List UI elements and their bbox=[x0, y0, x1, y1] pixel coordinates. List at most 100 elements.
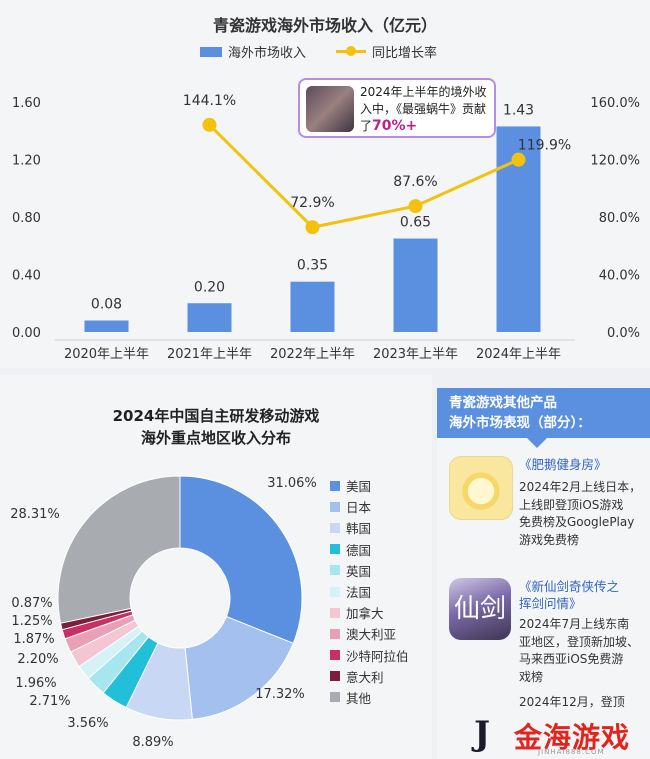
pie-legend-swatch bbox=[330, 544, 340, 555]
y-left-tick: 0.40 bbox=[12, 269, 41, 284]
watermark-sub: JINHAI888.COM bbox=[538, 748, 605, 756]
callout-highlight: 70%+ bbox=[372, 118, 418, 134]
pie-slice-label: 1.25% bbox=[11, 614, 52, 629]
bar bbox=[187, 303, 232, 332]
callout-box: 2024年上半年的境外收入中，《最强蜗牛》贡献了70%+ bbox=[298, 78, 496, 138]
pie-legend-item: 美国 bbox=[330, 475, 409, 496]
product2-desc-line: 戏榜 bbox=[519, 669, 544, 684]
pie-legend-swatch bbox=[330, 628, 340, 639]
side-header-line2: 海外市场表现（部分）： bbox=[449, 415, 591, 431]
pie-legend-label: 德国 bbox=[346, 542, 372, 558]
pie-legend-swatch bbox=[330, 501, 340, 512]
snail-game-icon bbox=[306, 86, 354, 132]
product2-title: 《新仙剑奇侠传之 挥剑问情》 bbox=[519, 578, 619, 612]
bar-value-label: 1.43 bbox=[503, 102, 534, 118]
product2-desc: 2024年7月上线东南 亚地区，登顶新加坡、 马来西亚iOS免费游 戏榜 bbox=[519, 616, 639, 686]
callout-body: 2024年上半年的境外收入中，《最强蜗牛》贡献了 bbox=[360, 85, 487, 133]
product2-desc-line: 2024年7月上线东南 bbox=[519, 617, 630, 631]
goose-app-icon bbox=[449, 456, 513, 520]
pie-slice-label: 3.56% bbox=[67, 716, 108, 731]
pie-legend-swatch bbox=[330, 607, 340, 618]
product1-desc-line: 2024年2月上线日本， bbox=[519, 480, 642, 494]
callout-text: 2024年上半年的境外收入中，《最强蜗牛》贡献了70%+ bbox=[360, 84, 494, 135]
x-tick-label: 2024年上半年 bbox=[476, 347, 561, 362]
bar-value-label: 0.20 bbox=[194, 279, 225, 295]
pie-legend-item: 澳大利亚 bbox=[330, 623, 409, 644]
xianjian-icon-text: 仙剑 bbox=[453, 594, 506, 624]
pie-legend-swatch bbox=[330, 565, 340, 576]
x-tick-label: 2023年上半年 bbox=[373, 347, 458, 362]
growth-label: 87.6% bbox=[393, 174, 437, 190]
watermark: J 金海游戏 JINHAI888.COM bbox=[468, 712, 650, 759]
pie-slice bbox=[179, 475, 303, 644]
legend-bar-swatch bbox=[200, 46, 222, 57]
product2-title-line: 挥剑问情》 bbox=[519, 596, 582, 611]
growth-point bbox=[408, 199, 423, 214]
pie-legend-item: 加拿大 bbox=[330, 602, 409, 623]
y-left-tick: 1.60 bbox=[12, 96, 41, 111]
y-left-tick: 1.20 bbox=[12, 154, 41, 169]
pie-legend-item: 韩国 bbox=[330, 517, 409, 538]
product2-desc-line: 亚地区，登顶新加坡、 bbox=[519, 634, 640, 649]
pie-legend-item: 沙特阿拉伯 bbox=[330, 645, 409, 666]
pie-legend-label: 英国 bbox=[346, 563, 372, 579]
pie-legend-swatch bbox=[330, 586, 340, 597]
bar-value-label: 0.65 bbox=[400, 215, 431, 231]
pie-chart-svg: 31.06% 17.32% 8.89% 3.56% 2.71% 1.96% 2.20% 1.8… bbox=[10, 475, 317, 750]
pie-legend-item: 英国 bbox=[330, 560, 409, 581]
pie-legend-label: 加拿大 bbox=[346, 606, 384, 622]
legend-line: 同比增长率 bbox=[336, 42, 437, 61]
bar bbox=[84, 320, 129, 332]
top-chart-title: 青瓷游戏海外市场收入（亿元） bbox=[212, 16, 437, 35]
y-left-tick: 0.00 bbox=[12, 326, 41, 341]
pie-legend-label: 意大利 bbox=[346, 669, 384, 685]
growth-line bbox=[208, 123, 520, 229]
product1-desc-line: 游戏免费榜 bbox=[519, 532, 580, 547]
legend-bar: 海外市场收入 bbox=[200, 42, 306, 61]
product2-desc-line: 马来西亚iOS免费游 bbox=[519, 652, 624, 666]
y-left-tick: 0.80 bbox=[12, 211, 41, 226]
pie-slice-label: 0.87% bbox=[11, 596, 52, 611]
x-tick-label: 2021年上半年 bbox=[167, 347, 252, 362]
pie-legend-item: 其他 bbox=[330, 687, 409, 708]
side-header: 青瓷游戏其他产品 海外市场表现（部分）： bbox=[437, 388, 650, 448]
pie-legend-swatch bbox=[330, 692, 340, 703]
pie-slice-label: 2.20% bbox=[17, 652, 58, 667]
product1-desc: 2024年2月上线日本， 上线即登顶iOS游戏 免费榜及GooglePlay 游… bbox=[519, 479, 641, 549]
watermark-text: 金海游戏 bbox=[514, 721, 631, 754]
side-panel: 青瓷游戏其他产品 海外市场表现（部分）： 《肥鹅健身房》 2024年2月上线日本… bbox=[437, 388, 650, 759]
pie-slice-label: 1.96% bbox=[15, 676, 56, 691]
growth-label: 72.9% bbox=[290, 195, 334, 211]
pie-chart-panel: 2024年中国自主研发移动游戏 海外重点地区收入分布 31.06% 17.32% 8… bbox=[0, 375, 432, 759]
growth-point bbox=[511, 152, 526, 167]
pie-slice-label: 1.87% bbox=[13, 632, 54, 647]
pie-legend-item: 法国 bbox=[330, 581, 409, 602]
pie-slice-label: 17.32% bbox=[255, 687, 305, 702]
y-right-tick: 120.0% bbox=[590, 154, 640, 169]
pie-legend-label: 其他 bbox=[346, 690, 372, 706]
pie-slice-label: 28.31% bbox=[10, 507, 60, 522]
pie-legend-swatch bbox=[330, 650, 340, 661]
pie-slice bbox=[184, 615, 294, 720]
growth-label: 144.1% bbox=[183, 93, 236, 109]
pie-title-line2: 海外重点地区收入分布 bbox=[140, 429, 291, 447]
product3-desc: 2024年12月，登顶 bbox=[519, 695, 625, 709]
y-right-tick: 40.0% bbox=[599, 269, 640, 284]
pie-legend-label: 韩国 bbox=[346, 521, 372, 537]
growth-point bbox=[305, 220, 320, 235]
bar-value-label: 0.08 bbox=[91, 297, 122, 313]
watermark-logo-icon: J bbox=[474, 714, 491, 754]
xianjian-app-icon: 仙剑 bbox=[449, 578, 511, 640]
product1-desc-line: 上线即登顶iOS游戏 bbox=[519, 497, 624, 512]
top-chart-panel: 青瓷游戏海外市场收入（亿元） 海外市场收入 同比增长率 0.00 0.40 0.80… bbox=[0, 0, 650, 368]
side-header-line1: 青瓷游戏其他产品 bbox=[449, 395, 557, 411]
bar bbox=[393, 238, 438, 332]
bar-value-label: 0.35 bbox=[297, 258, 328, 274]
legend-line-label: 同比增长率 bbox=[372, 46, 438, 61]
pie-legend-swatch bbox=[330, 671, 340, 682]
top-chart-svg: 0.00 0.40 0.80 1.20 1.60 0.0% 40.0% 80.0% 120.0%… bbox=[12, 93, 640, 362]
pie-title-line1: 2024年中国自主研发移动游戏 bbox=[112, 407, 320, 425]
pie-legend-item: 日本 bbox=[330, 496, 409, 517]
pie-legend-label: 美国 bbox=[346, 479, 372, 495]
pie-slice-label: 2.71% bbox=[29, 694, 70, 709]
